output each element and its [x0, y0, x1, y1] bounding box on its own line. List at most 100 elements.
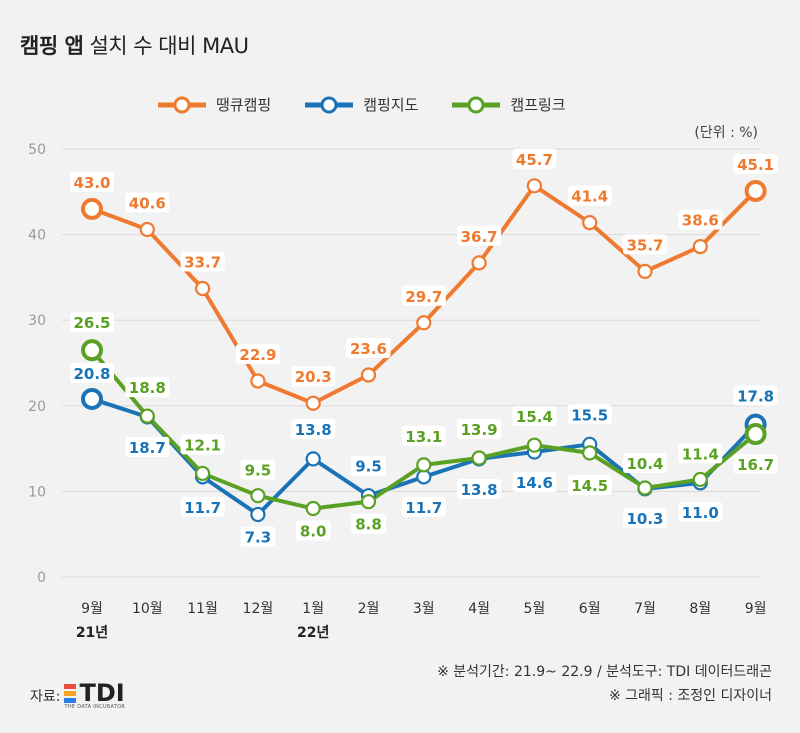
- data-label-bg: [401, 425, 446, 446]
- data-label-thankyou: 43.0: [73, 174, 110, 192]
- data-label-bg: [512, 406, 557, 427]
- data-label-bg: [567, 404, 612, 425]
- data-label-thankyou: 33.7: [184, 254, 221, 272]
- y-tick-label: 30: [28, 313, 46, 329]
- data-point-thankyou: [416, 315, 432, 331]
- data-label-campingmap: 11.0: [682, 504, 719, 522]
- data-point-camplink: [360, 494, 377, 510]
- data-point-campingmap: [81, 387, 103, 410]
- data-label-thankyou: 22.9: [239, 346, 276, 364]
- data-label-bg: [401, 496, 446, 517]
- y-tick-label: 20: [28, 399, 46, 415]
- tdi-logo: TDI THE DATA INCUBATOR: [64, 681, 126, 710]
- data-label-bg: [125, 192, 170, 213]
- data-label-bg: [351, 455, 386, 476]
- data-label-bg: [70, 312, 114, 333]
- x-tick-label: 10월: [132, 601, 163, 617]
- y-tick-label: 50: [28, 142, 46, 158]
- x-tick-label: 12월: [243, 601, 274, 617]
- data-label-camplink: 8.8: [355, 516, 382, 534]
- data-label-thankyou: 29.7: [405, 288, 442, 306]
- source-label: 자료:: [30, 689, 61, 705]
- data-label-thankyou: 36.7: [461, 228, 498, 246]
- data-label-camplink: 16.7: [737, 456, 774, 474]
- x-tick-label: 11월: [187, 601, 218, 617]
- data-label-camplink: 10.4: [626, 455, 663, 473]
- data-point-thankyou: [139, 221, 155, 238]
- data-point-thankyou: [305, 395, 321, 411]
- tdi-logo-icon: [64, 683, 77, 704]
- data-label-thankyou: 45.7: [516, 151, 553, 169]
- data-point-camplink: [250, 488, 266, 504]
- data-label-thankyou: 20.3: [295, 368, 332, 386]
- source: 자료: TDI THE DATA INCUBATOR: [30, 681, 126, 710]
- data-label-bg: [295, 520, 331, 541]
- data-label-bg: [291, 366, 336, 387]
- data-label-bg: [623, 507, 667, 528]
- data-point-thankyou: [692, 238, 708, 255]
- data-point-campingmap: [250, 506, 266, 523]
- legend: 땡큐캠핑 캠핑지도 캠프링크: [158, 94, 600, 115]
- chart-title: 캠핑 앱 설치 수 대비 MAU: [20, 30, 249, 60]
- data-label-thankyou: 40.6: [129, 194, 166, 212]
- tdi-logo-sub: THE DATA INCUBATOR: [64, 704, 126, 710]
- data-point-thankyou: [582, 215, 598, 231]
- data-label-bg: [733, 385, 778, 406]
- data-label-camplink: 26.5: [73, 314, 110, 332]
- data-point-thankyou: [250, 373, 266, 389]
- data-point-thankyou: [195, 280, 211, 297]
- x-tick-label: 9월: [745, 601, 767, 617]
- data-label-campingmap: 11.7: [405, 499, 442, 517]
- data-label-camplink: 13.1: [405, 428, 442, 446]
- data-label-bg: [351, 513, 386, 534]
- data-label-camplink: 12.1: [184, 436, 221, 454]
- data-point-thankyou: [526, 178, 543, 194]
- data-label-camplink: 8.0: [300, 523, 327, 541]
- data-label-bg: [240, 526, 276, 547]
- data-label-camplink: 13.9: [461, 421, 498, 439]
- data-point-thankyou: [81, 197, 103, 220]
- data-label-thankyou: 41.4: [571, 188, 608, 206]
- data-label-bg: [678, 501, 723, 522]
- x-tick-label: 6월: [579, 601, 601, 617]
- legend-label-camplink: 캠프링크: [510, 96, 566, 114]
- notes: ※ 분석기간: 21.9~ 22.9 / 분석도구: TDI 데이터드래곤 ※ …: [437, 660, 772, 708]
- data-label-camplink: 14.5: [571, 477, 608, 495]
- data-label-bg: [678, 209, 723, 230]
- data-label-campingmap: 13.8: [461, 481, 498, 499]
- data-label-bg: [401, 285, 446, 306]
- data-label-campingmap: 10.3: [626, 510, 663, 528]
- data-label-thankyou: 23.6: [350, 340, 387, 358]
- data-point-camplink: [526, 437, 543, 453]
- data-label-bg: [678, 443, 723, 464]
- data-label-campingmap: 15.5: [571, 406, 608, 424]
- legend-label-thankyou: 땡큐캠핑: [216, 96, 272, 114]
- x-tick-label: 1월: [302, 601, 324, 617]
- data-label-campingmap: 14.6: [516, 474, 553, 492]
- data-label-bg: [457, 225, 502, 246]
- data-label-campingmap: 9.5: [355, 458, 382, 476]
- x-tick-label: 8월: [689, 601, 711, 617]
- data-label-bg: [733, 454, 778, 475]
- note-analysis: ※ 분석기간: 21.9~ 22.9 / 분석도구: TDI 데이터드래곤: [437, 664, 772, 680]
- data-label-thankyou: 45.1: [737, 156, 774, 174]
- data-label-campingmap: 20.8: [73, 365, 110, 383]
- x-year-label: 22년: [297, 625, 329, 641]
- data-label-bg: [180, 251, 225, 272]
- chart-title-rest: 설치 수 대비 MAU: [89, 34, 249, 58]
- data-point-campingmap: [305, 451, 321, 467]
- legend-item-thankyou: 땡큐캠핑: [158, 94, 271, 115]
- data-label-bg: [125, 377, 170, 398]
- legend-marker-orange-icon: [158, 96, 206, 113]
- data-point-camplink: [81, 339, 103, 362]
- x-tick-label: 9월: [81, 601, 103, 617]
- x-tick-label: 2월: [358, 601, 380, 617]
- legend-marker-blue-icon: [305, 96, 354, 113]
- data-point-camplink: [195, 465, 211, 482]
- data-point-camplink: [305, 500, 321, 517]
- data-point-camplink: [471, 450, 487, 466]
- data-label-thankyou: 35.7: [626, 236, 663, 254]
- data-label-camplink: 9.5: [245, 462, 272, 480]
- y-tick-label: 10: [28, 484, 46, 500]
- data-point-thankyou: [360, 367, 377, 383]
